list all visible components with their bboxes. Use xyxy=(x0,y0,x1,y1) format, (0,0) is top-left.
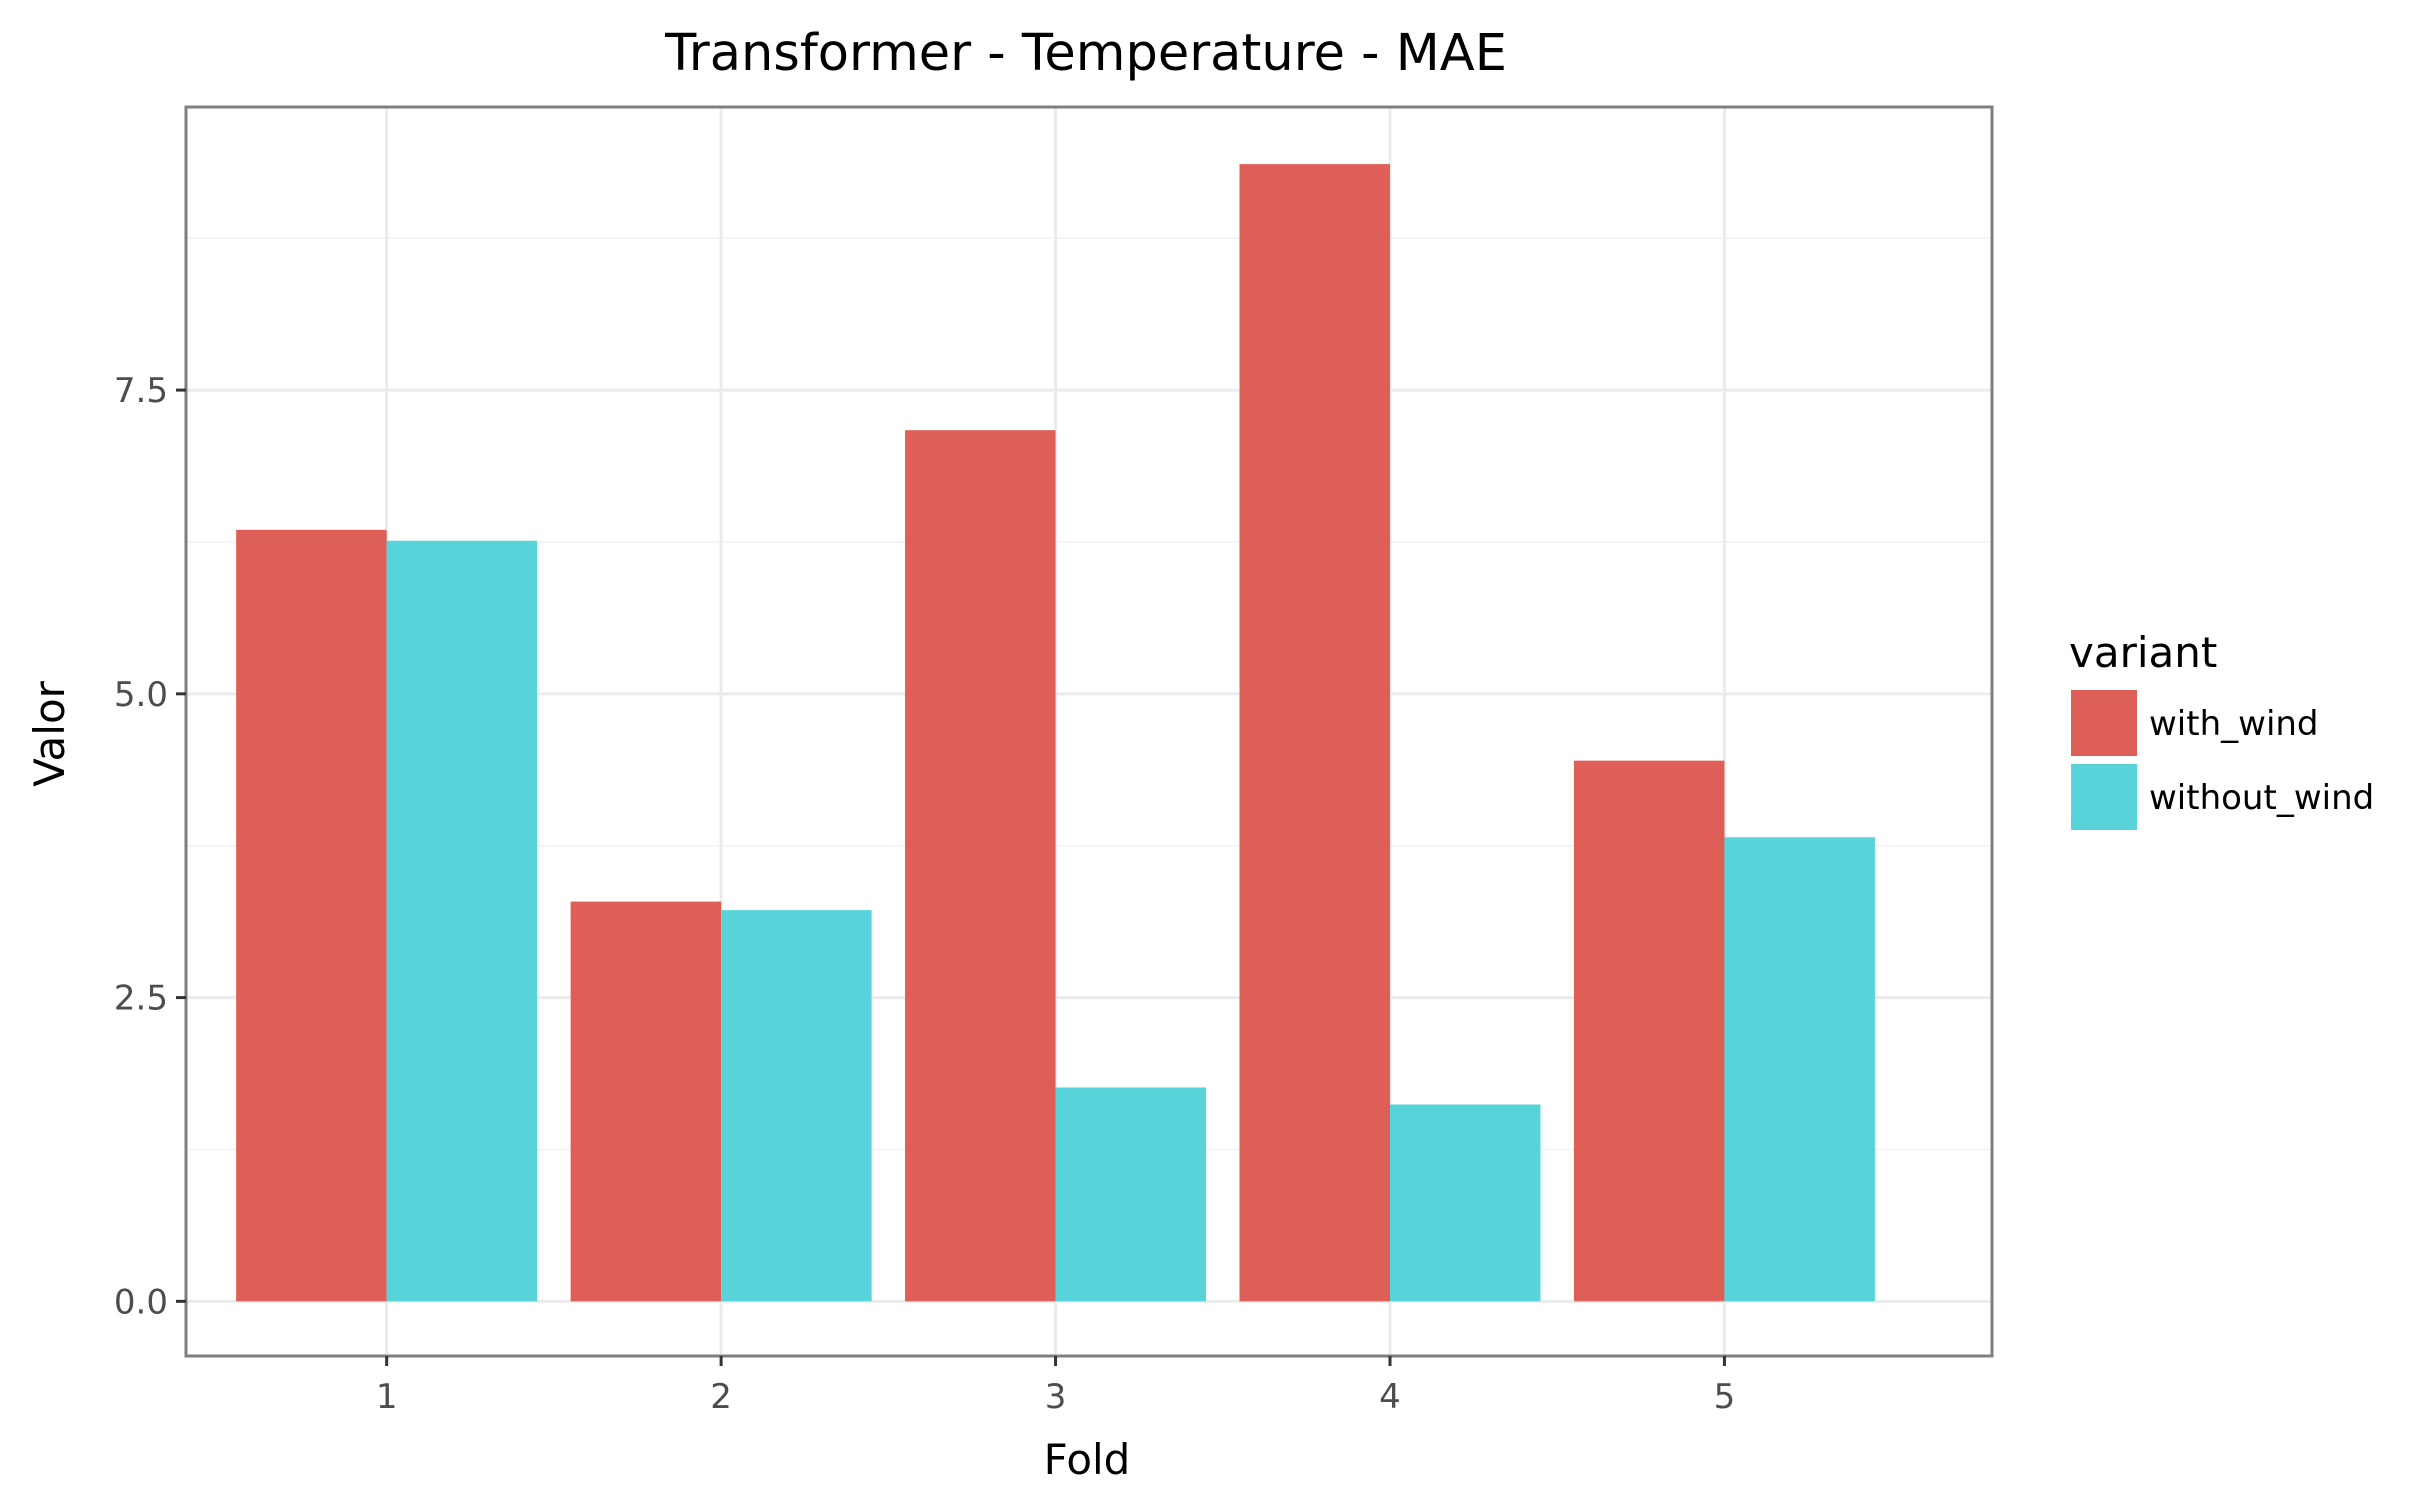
bar-with-wind-fold-2 xyxy=(570,901,722,1302)
bar-without-wind-fold-1 xyxy=(386,540,538,1302)
bar-with-wind-fold-1 xyxy=(236,529,387,1302)
x-tick-label: 1 xyxy=(376,1377,398,1417)
bar-without-wind-fold-3 xyxy=(1055,1087,1207,1302)
legend-label-with-wind: with_wind xyxy=(2149,704,2319,744)
bars xyxy=(236,164,1875,1302)
bar-with-wind-fold-4 xyxy=(1239,164,1390,1302)
legend-key-with-wind xyxy=(2071,690,2137,756)
legend-title: variant xyxy=(2069,628,2217,677)
x-tick-label: 4 xyxy=(1379,1377,1401,1417)
x-tick-label: 5 xyxy=(1714,1377,1736,1417)
y-tick-label: 7.5 xyxy=(114,371,168,411)
legend-label-without-wind: without_wind xyxy=(2149,778,2374,818)
bar-without-wind-fold-4 xyxy=(1390,1104,1541,1302)
y-tick-label: 5.0 xyxy=(114,675,168,715)
x-tick-label: 2 xyxy=(710,1377,732,1417)
bar-without-wind-fold-5 xyxy=(1724,837,1875,1302)
x-tick-label: 3 xyxy=(1045,1377,1067,1417)
bar-with-wind-fold-5 xyxy=(1573,760,1725,1302)
y-tick-label: 0.0 xyxy=(114,1282,168,1322)
x-axis-title: Fold xyxy=(1044,1435,1131,1484)
plot-panel-border xyxy=(184,105,1994,1358)
chart-title: Transformer - Temperature - MAE xyxy=(664,24,1507,83)
y-tick-label: 2.5 xyxy=(114,979,168,1019)
y-axis-title: Valor xyxy=(25,680,74,787)
bar-without-wind-fold-2 xyxy=(721,910,872,1302)
bar-with-wind-fold-3 xyxy=(905,430,1056,1302)
axis-ticks: 0.0 2.5 5.0 7.5 1 2 3 4 5 xyxy=(114,371,1735,1417)
legend-items: with_wind without_wind xyxy=(2071,690,2374,830)
legend: variant with_wind without_wind xyxy=(2069,628,2374,830)
legend-key-without-wind xyxy=(2071,764,2137,830)
